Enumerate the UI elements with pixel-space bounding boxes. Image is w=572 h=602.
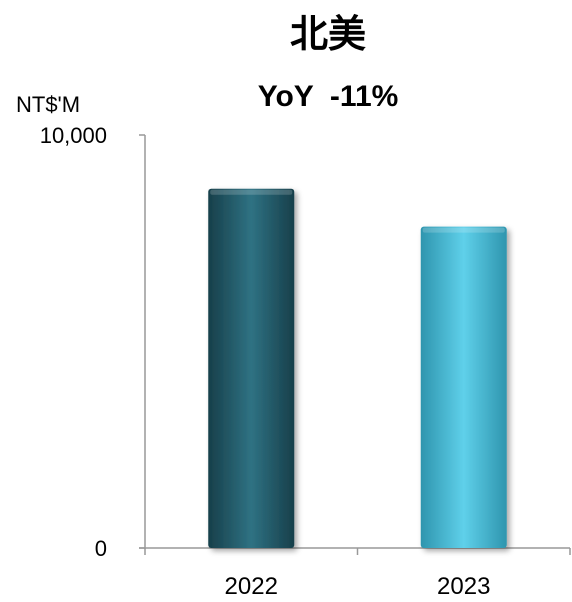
chart-title: 北美 — [290, 11, 366, 56]
y-axis-label: NT$'M — [16, 92, 80, 117]
plot-area: 0 10,000 2022 2023 — [40, 123, 571, 600]
bar-2023 — [420, 226, 507, 548]
x-tick-label: 2023 — [437, 573, 490, 600]
x-tick-label: 2022 — [225, 573, 278, 600]
chart-subtitle: YoY -11% — [258, 80, 399, 113]
y-tick-label: 0 — [95, 536, 107, 561]
bar-2022 — [208, 188, 295, 548]
bar-highlight-2022 — [210, 189, 293, 195]
bar-highlight-2023 — [422, 227, 505, 233]
y-tick-label: 10,000 — [40, 123, 107, 148]
